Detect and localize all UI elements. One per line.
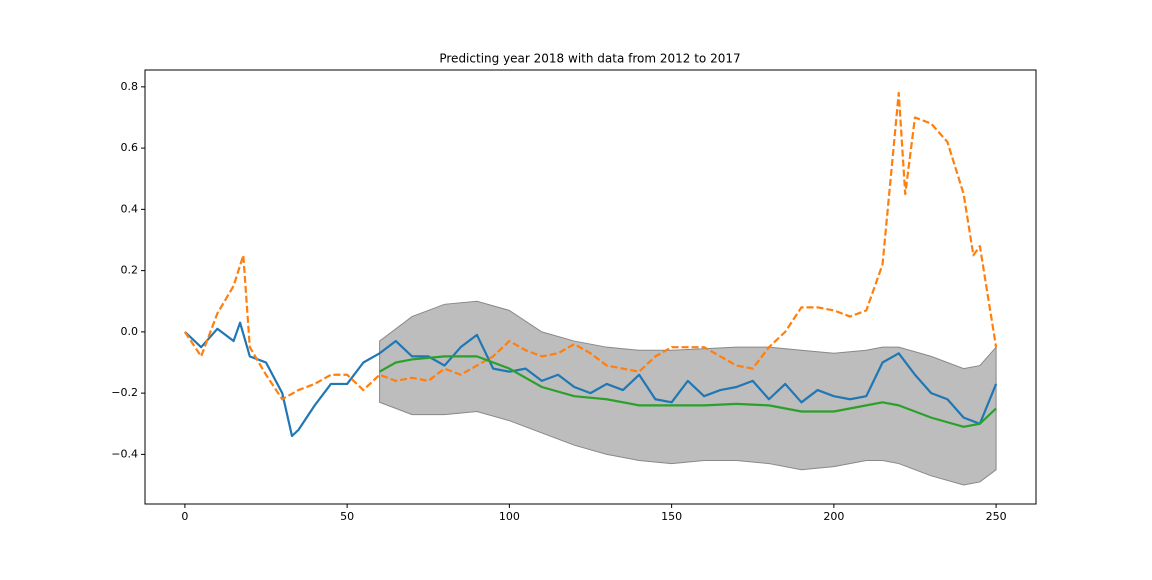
y-tick-label: −0.2 [111, 386, 138, 399]
x-tick-label: 100 [499, 510, 520, 523]
x-tick-label: 150 [661, 510, 682, 523]
y-tick-label: 0.0 [121, 325, 139, 338]
data-line [183, 91, 998, 401]
x-tick-label: 0 [181, 510, 188, 523]
x-tick-label: 50 [340, 510, 354, 523]
x-tick-label: 250 [986, 510, 1007, 523]
plot-frame [144, 69, 1037, 505]
y-tick-label: 0.6 [121, 141, 139, 154]
confidence-band [379, 300, 997, 486]
x-tick-label: 200 [823, 510, 844, 523]
y-tick-label: 0.2 [121, 264, 139, 277]
chart-title: Predicting year 2018 with data from 2012… [439, 52, 740, 66]
data-line [184, 321, 998, 438]
y-tick-label: −0.4 [111, 447, 138, 460]
y-tick-label: 0.4 [121, 202, 139, 215]
data-line [379, 355, 997, 428]
y-tick-label: 0.8 [121, 80, 139, 93]
